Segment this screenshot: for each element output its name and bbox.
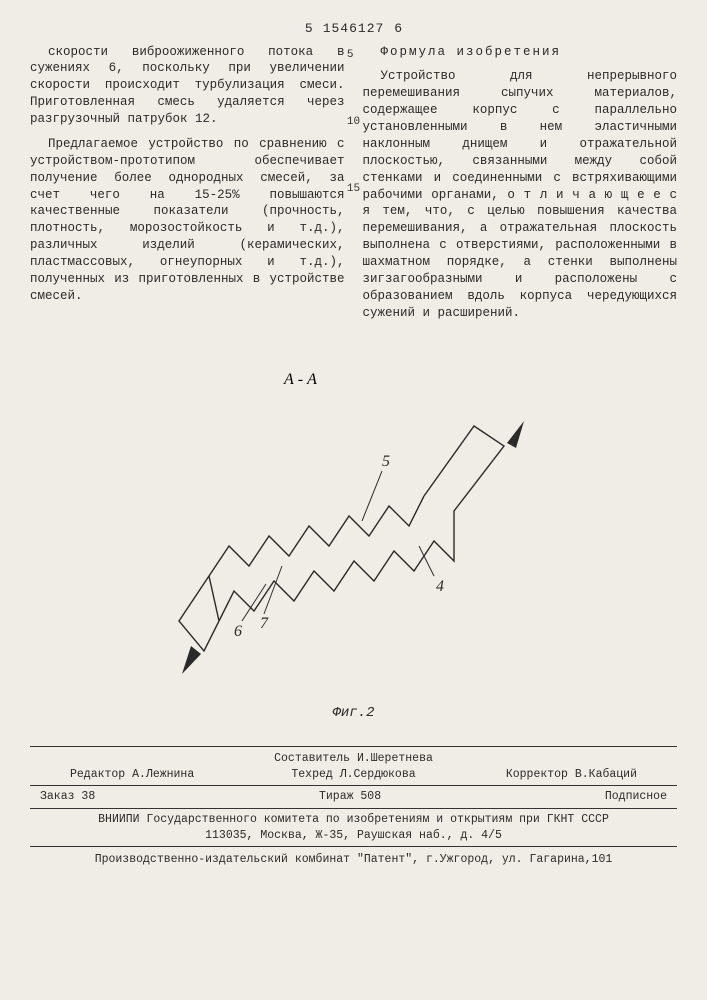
figure-label-4: 4	[436, 578, 444, 595]
figure-2: А - А 5 4 7	[30, 366, 677, 696]
paragraph: Предлагаемое устройство по сравнению с у…	[30, 136, 345, 305]
zigzag-path-upper	[219, 426, 504, 621]
zigzag-path-lower	[179, 496, 424, 651]
label-leaders	[242, 471, 434, 621]
right-column: Формула изобретения Устройство для непре…	[363, 44, 678, 330]
line-numbers: 5 10 15	[347, 48, 360, 197]
section-label: А - А	[283, 371, 317, 388]
figure-label-7: 7	[260, 615, 269, 632]
figure-label-5: 5	[382, 453, 390, 470]
claims-heading: Формула изобретения	[363, 44, 678, 61]
col-number-left: 5	[30, 20, 323, 38]
paragraph: Устройство для непрерывного перемешивани…	[363, 68, 678, 321]
doc-number: 1546127	[323, 20, 385, 38]
col-number-right: 6	[384, 20, 677, 38]
figure-label-6: 6	[234, 623, 242, 640]
footer: Составитель И.Шеретнева Редактор А.Лежни…	[30, 746, 677, 867]
figure-caption: Фиг.2	[30, 704, 677, 723]
left-column: скорости виброожиженного потока в сужени…	[30, 44, 345, 330]
paragraph: скорости виброожиженного потока в сужени…	[30, 44, 345, 128]
